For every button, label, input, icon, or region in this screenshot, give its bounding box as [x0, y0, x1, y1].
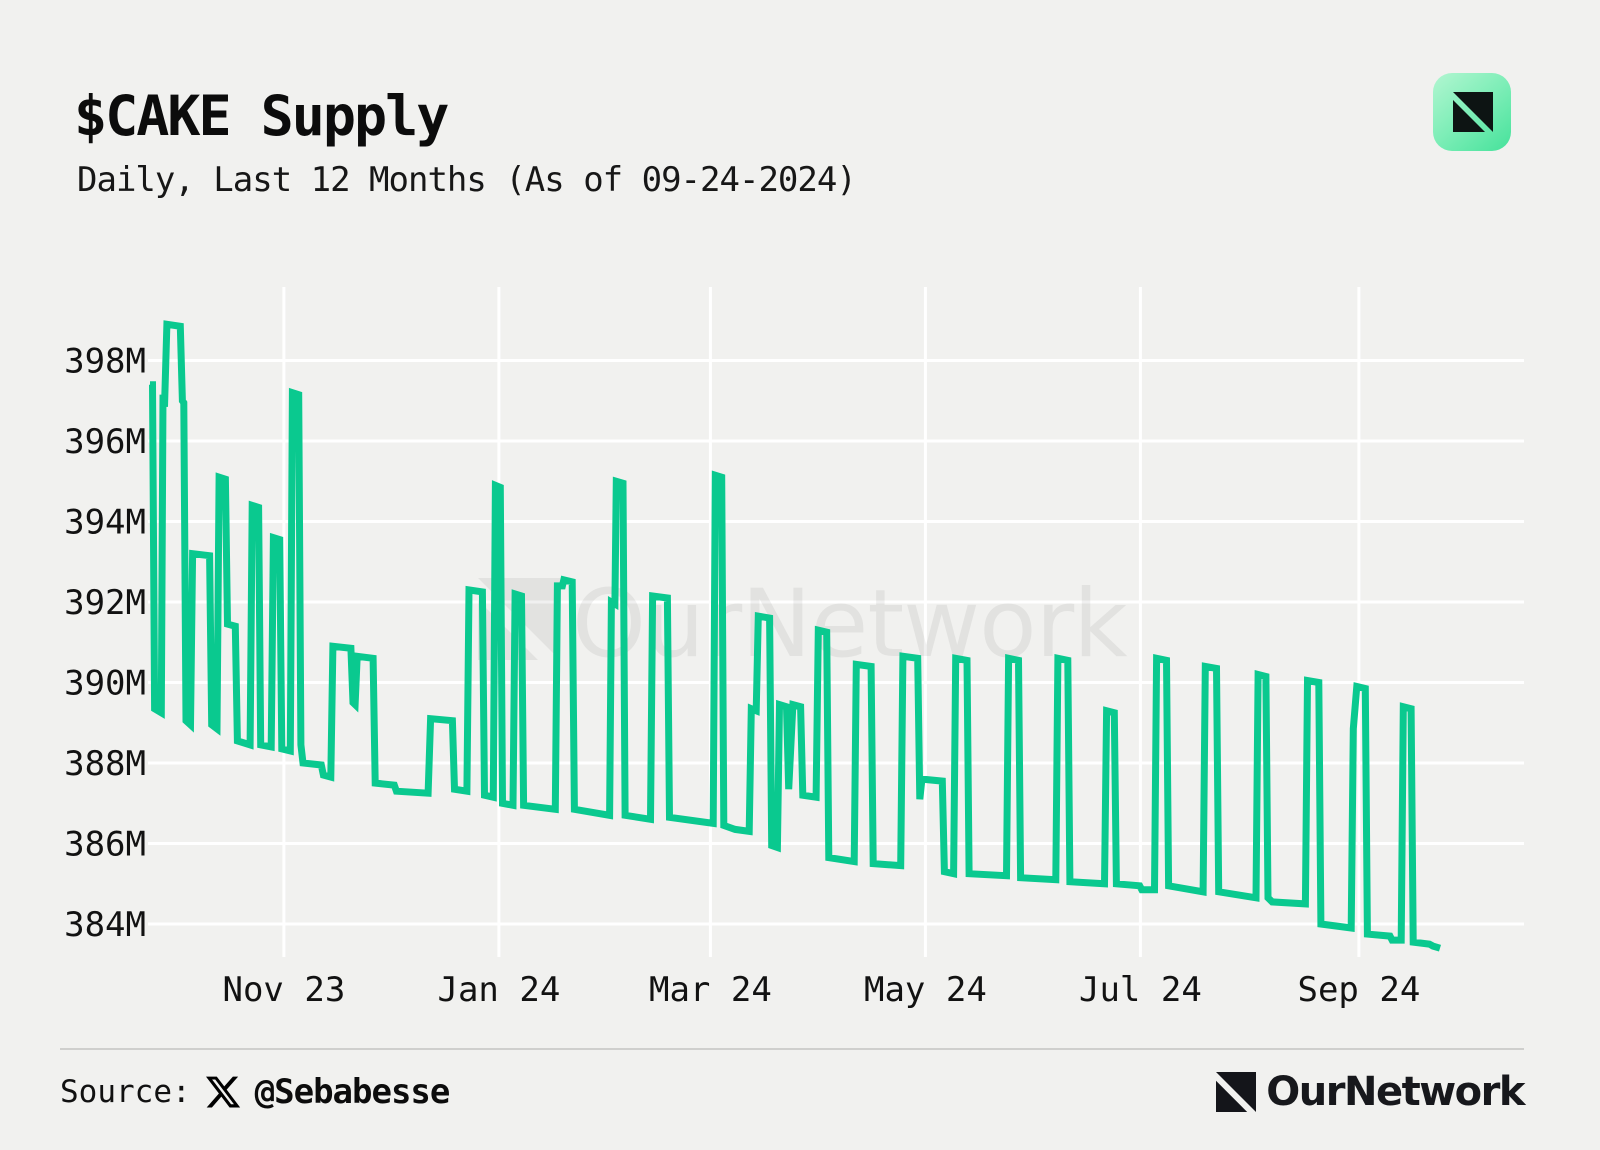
brand-wordmark: OurNetwork — [1266, 1069, 1525, 1115]
ournetwork-app-icon — [1433, 73, 1511, 151]
source-handle[interactable]: @Sebabesse — [254, 1072, 451, 1112]
x-tick-label: Jan 24 — [437, 970, 560, 1010]
page-subtitle: Daily, Last 12 Months (As of 09-24-2024) — [77, 160, 857, 200]
x-tick-label: May 24 — [864, 970, 987, 1010]
y-tick-label: 396M — [64, 422, 146, 462]
supply-line — [149, 320, 1442, 952]
ournetwork-logo-icon — [1216, 1072, 1257, 1112]
x-tick-label: Mar 24 — [649, 970, 772, 1010]
brand-lockup: OurNetwork — [1216, 1069, 1525, 1115]
x-axis-labels: Nov 23 Jan 24 Mar 24 May 24 Jul 24 Sep 24 — [222, 970, 1420, 1010]
y-tick-label: 386M — [64, 825, 146, 865]
source-row: Source: @Sebabesse — [60, 1072, 451, 1112]
x-tick-label: Sep 24 — [1297, 970, 1420, 1010]
footer: Source: @Sebabesse OurNetwork — [60, 1048, 1525, 1120]
supply-chart: OurNetwork398M396M394M392M390M388M386M38… — [64, 287, 1524, 1010]
y-tick-label: 390M — [64, 664, 146, 704]
x-tick-label: Nov 23 — [222, 970, 345, 1010]
ournetwork-logo-icon — [1453, 92, 1493, 132]
x-tick-label: Jul 24 — [1079, 970, 1202, 1010]
y-tick-label: 394M — [64, 503, 146, 543]
x-logo-icon[interactable] — [204, 1073, 242, 1111]
y-tick-label: 398M — [64, 342, 146, 382]
y-tick-label: 392M — [64, 583, 146, 623]
y-tick-label: 384M — [64, 905, 146, 945]
y-tick-label: 388M — [64, 744, 146, 784]
source-label: Source: — [60, 1074, 191, 1110]
page-title: $CAKE Supply — [74, 84, 449, 148]
y-axis-labels: 398M 396M 394M 392M 390M 388M 386M 384M — [64, 342, 146, 946]
